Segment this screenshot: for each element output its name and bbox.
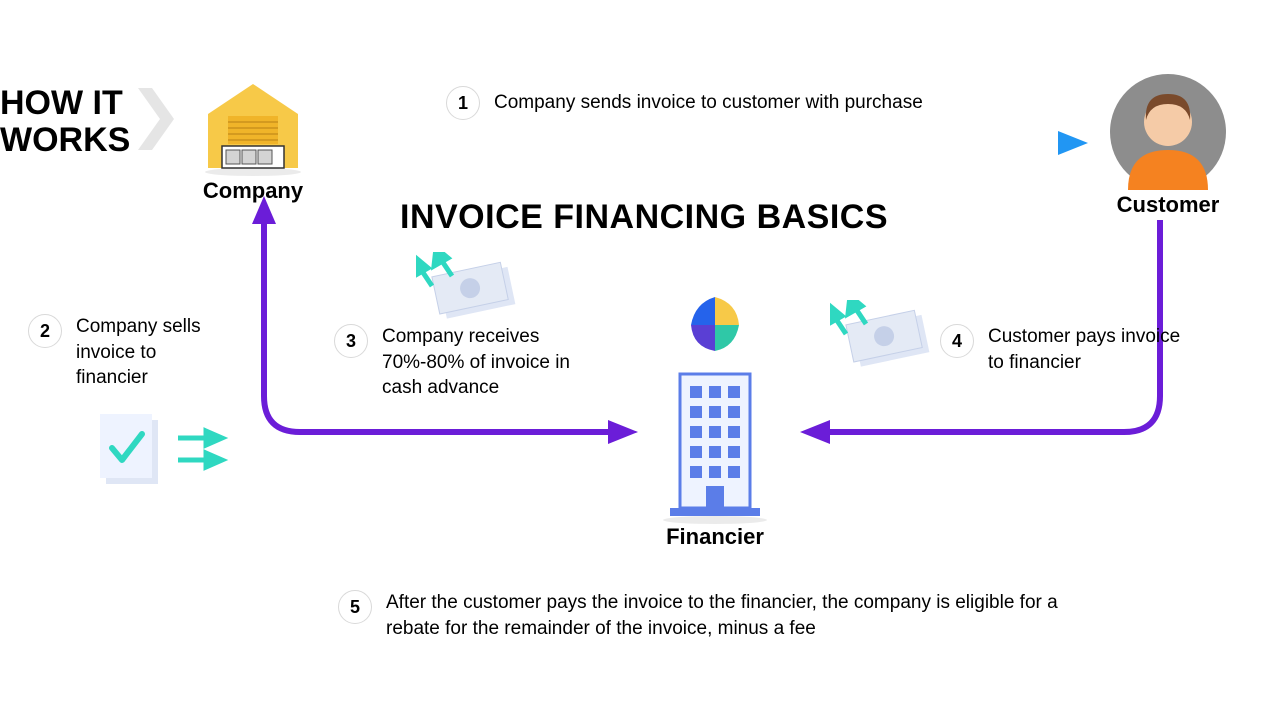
building-icon bbox=[650, 364, 780, 524]
step-1: 1 Company sends invoice to customer with… bbox=[446, 86, 923, 120]
step-4-badge: 4 bbox=[940, 324, 974, 358]
step-2-badge: 2 bbox=[28, 314, 62, 348]
company-node: Company bbox=[198, 72, 308, 204]
customer-node: Customer bbox=[1108, 72, 1228, 218]
step-1-text: Company sends invoice to customer with p… bbox=[494, 90, 923, 116]
document-check-icon bbox=[100, 414, 240, 492]
arrow-step1 bbox=[332, 128, 1092, 158]
step-5: 5 After the customer pays the invoice to… bbox=[338, 590, 1158, 641]
step-2: 2 Company sells invoice to financier bbox=[28, 314, 226, 391]
header-line1: HOW IT bbox=[0, 85, 130, 122]
chevron-icon bbox=[138, 88, 178, 150]
step-3-badge: 3 bbox=[334, 324, 368, 358]
step-4: 4 Customer pays invoice to financier bbox=[940, 324, 1188, 375]
money-icon-2 bbox=[830, 300, 950, 380]
customer-label: Customer bbox=[1108, 192, 1228, 218]
step-5-text: After the customer pays the invoice to t… bbox=[386, 590, 1106, 641]
header-line2: WORKS bbox=[0, 122, 130, 159]
step-3-text: Company receives 70%-80% of invoice in c… bbox=[382, 324, 602, 401]
money-icon-1 bbox=[416, 252, 536, 332]
step-1-badge: 1 bbox=[446, 86, 480, 120]
financier-node: Financier bbox=[650, 290, 780, 550]
header-label: HOW IT WORKS bbox=[0, 85, 130, 160]
step-5-badge: 5 bbox=[338, 590, 372, 624]
avatar-icon bbox=[1108, 72, 1228, 192]
warehouse-icon bbox=[198, 72, 308, 178]
step-3: 3 Company receives 70%-80% of invoice in… bbox=[334, 324, 602, 401]
step-4-text: Customer pays invoice to financier bbox=[988, 324, 1188, 375]
step-2-text: Company sells invoice to financier bbox=[76, 314, 226, 391]
financier-label: Financier bbox=[650, 524, 780, 550]
pinwheel-logo-icon bbox=[680, 290, 750, 360]
